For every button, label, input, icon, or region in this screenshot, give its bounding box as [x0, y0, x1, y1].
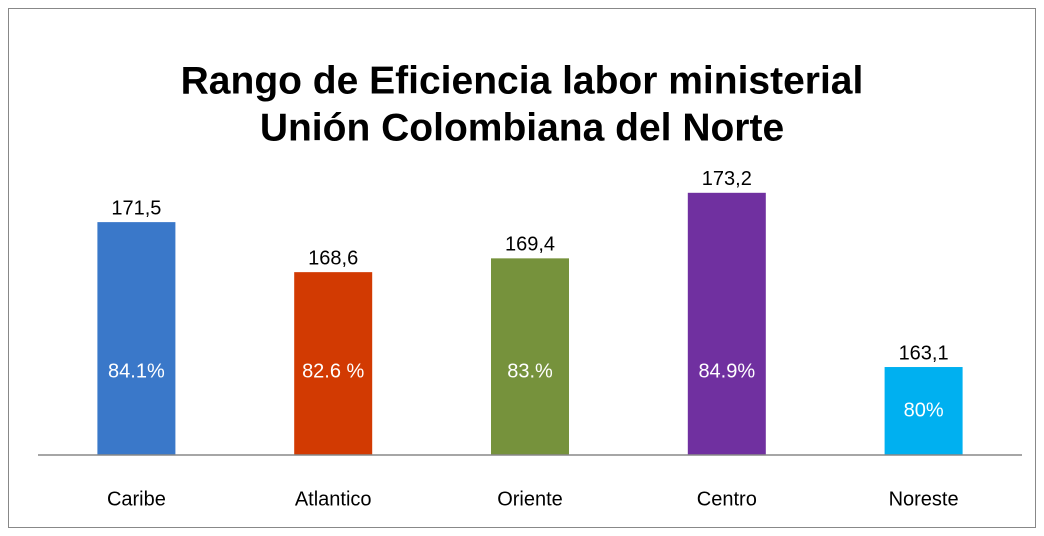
- chart-title: Unión Colombiana del Norte: [260, 106, 784, 149]
- bar-label: 82.6 %: [302, 360, 364, 382]
- bar: [687, 192, 766, 456]
- bar-label: 83.%: [507, 360, 553, 382]
- bar: [491, 258, 569, 455]
- bar: [294, 272, 373, 455]
- x-tick-label: Caribe: [107, 488, 166, 510]
- bar-label: 84.9%: [698, 360, 755, 382]
- value-label: 171,5: [111, 197, 161, 219]
- x-tick-label: Atlantico: [295, 488, 372, 510]
- bar: [884, 367, 963, 455]
- x-tick-label: Noreste: [889, 488, 959, 510]
- chart-title: Rango de Eficiencia labor ministerial: [181, 59, 864, 102]
- value-label: 163,1: [899, 342, 949, 364]
- x-tick-label: Oriente: [497, 488, 563, 510]
- value-label: 169,4: [505, 234, 555, 256]
- bar: [97, 222, 176, 455]
- bar-label: 80%: [904, 399, 944, 421]
- value-label: 168,6: [308, 247, 358, 269]
- x-tick-label: Centro: [697, 488, 757, 510]
- value-label: 173,2: [702, 168, 752, 190]
- bar-label: 84.1%: [108, 360, 165, 382]
